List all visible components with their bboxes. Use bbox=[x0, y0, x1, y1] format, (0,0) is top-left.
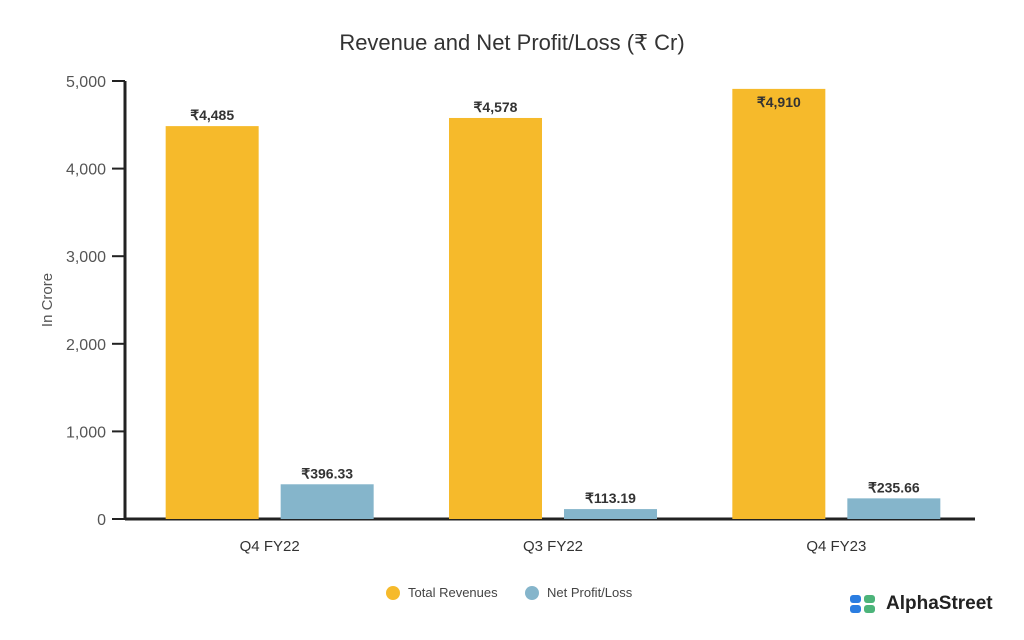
y-axis-label: In Crore bbox=[39, 273, 56, 327]
y-tick-label: 1,000 bbox=[66, 424, 106, 441]
legend-swatch bbox=[386, 585, 400, 600]
legend-label: Total Revenues bbox=[408, 585, 498, 600]
data-label: ₹4,910 bbox=[757, 94, 801, 110]
bar-net-profit bbox=[280, 484, 374, 519]
logo-icon bbox=[850, 595, 875, 613]
y-tick-label: 3,000 bbox=[66, 249, 106, 266]
bar-net-profit bbox=[847, 498, 941, 519]
legend-item-net-profit: Net Profit/Loss bbox=[525, 585, 632, 600]
legend-label: Net Profit/Loss bbox=[547, 585, 633, 600]
y-tick-label: 0 bbox=[97, 512, 106, 529]
x-tick-label: Q4 FY22 bbox=[240, 538, 300, 555]
data-label: ₹4,578 bbox=[474, 99, 518, 115]
bar-total-revenues bbox=[732, 88, 826, 519]
bar-total-revenues bbox=[165, 126, 259, 519]
y-tick-label: 2,000 bbox=[66, 337, 106, 354]
x-tick-label: Q3 FY22 bbox=[523, 538, 583, 555]
data-label: ₹396.33 bbox=[301, 465, 353, 481]
chart-title: Revenue and Net Profit/Loss (₹ Cr) bbox=[339, 30, 685, 55]
y-tick-label: 5,000 bbox=[66, 74, 106, 91]
x-tick-label: Q4 FY23 bbox=[806, 538, 866, 555]
data-label: ₹113.19 bbox=[585, 490, 636, 506]
legend-item-total-revenues: Total Revenues bbox=[386, 585, 498, 600]
data-label: ₹4,485 bbox=[190, 107, 234, 123]
bar-net-profit bbox=[564, 509, 657, 519]
y-tick-label: 4,000 bbox=[66, 162, 106, 179]
legend-swatch bbox=[525, 585, 539, 600]
bar-total-revenues bbox=[449, 117, 542, 520]
alphastreet-logo: AlphaStreet bbox=[850, 593, 993, 615]
logo-text: AlphaStreet bbox=[886, 593, 993, 614]
data-label: ₹235.66 bbox=[868, 479, 920, 495]
